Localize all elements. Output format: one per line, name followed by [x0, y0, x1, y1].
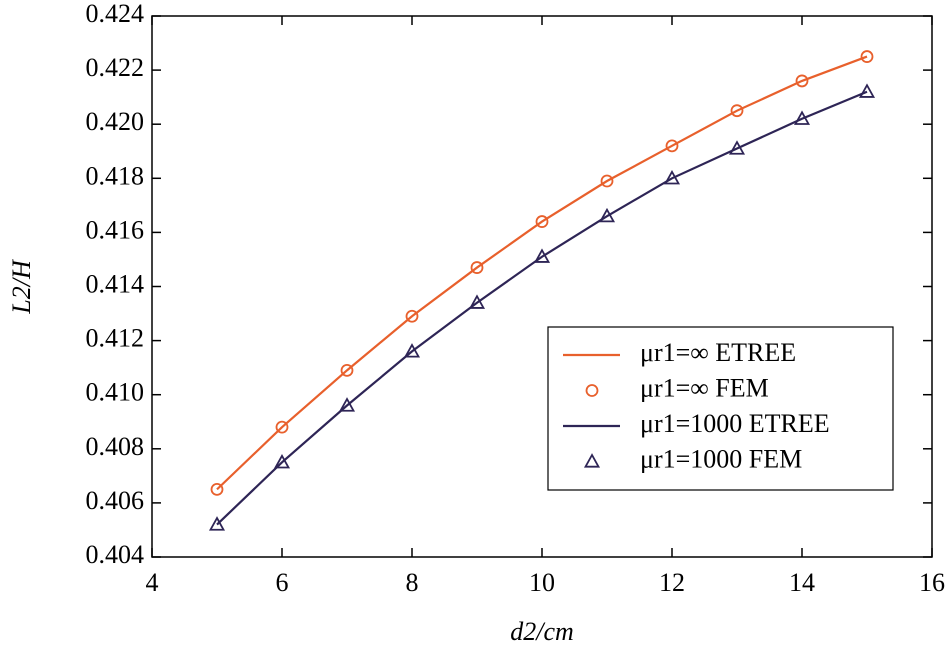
circle-marker — [860, 50, 874, 63]
circle-marker — [730, 104, 744, 118]
triangle-marker — [663, 169, 681, 185]
legend-label: μr1=∞ ETREE — [640, 338, 796, 367]
x-axis-label: d2/cm — [510, 617, 574, 646]
circle-marker — [535, 215, 549, 228]
series-line — [216, 90, 868, 526]
triangle-marker — [598, 207, 616, 223]
y-tick-label: 0.424 — [86, 0, 145, 28]
circle-marker — [585, 384, 599, 397]
x-tick-label: 12 — [659, 568, 685, 597]
triangle-marker — [468, 294, 486, 309]
circle-marker — [665, 139, 679, 153]
y-tick-label: 0.406 — [86, 486, 145, 515]
triangle-marker — [208, 516, 226, 531]
x-tick-label: 16 — [919, 568, 945, 597]
triangle-marker — [273, 453, 291, 469]
y-tick-label: 0.410 — [86, 378, 145, 407]
legend-label: μr1=1000 ETREE — [640, 409, 830, 438]
triangle-marker — [728, 140, 746, 155]
y-tick-label: 0.422 — [86, 53, 145, 82]
x-tick-label: 6 — [276, 568, 289, 597]
circle-marker — [470, 261, 484, 274]
y-tick-label: 0.420 — [86, 107, 145, 136]
circle-marker — [340, 363, 354, 377]
triangle-marker — [583, 453, 601, 468]
y-tick-label: 0.412 — [86, 324, 145, 353]
circle-marker — [600, 174, 614, 188]
y-tick-label: 0.418 — [86, 161, 145, 190]
y-axis-label: L2/H — [7, 259, 36, 315]
circle-marker — [795, 74, 809, 88]
legend-label: μr1=1000 FEM — [640, 444, 802, 473]
x-tick-label: 14 — [789, 568, 815, 597]
y-tick-label: 0.416 — [86, 215, 145, 244]
y-tick-label: 0.414 — [86, 269, 145, 298]
x-tick-label: 8 — [406, 568, 419, 597]
x-tick-label: 4 — [146, 568, 159, 597]
circle-marker — [405, 309, 419, 323]
triangle-marker — [858, 83, 876, 98]
triangle-marker — [338, 397, 356, 412]
series-line — [216, 55, 868, 491]
circle-marker — [275, 420, 289, 434]
triangle-marker — [403, 343, 421, 358]
y-tick-label: 0.404 — [86, 540, 145, 569]
triangle-marker — [533, 248, 551, 263]
legend-label: μr1=∞ FEM — [640, 373, 769, 402]
x-tick-label: 10 — [529, 568, 555, 597]
triangle-marker — [793, 110, 811, 125]
circle-marker — [210, 482, 224, 496]
y-tick-label: 0.408 — [86, 432, 145, 461]
